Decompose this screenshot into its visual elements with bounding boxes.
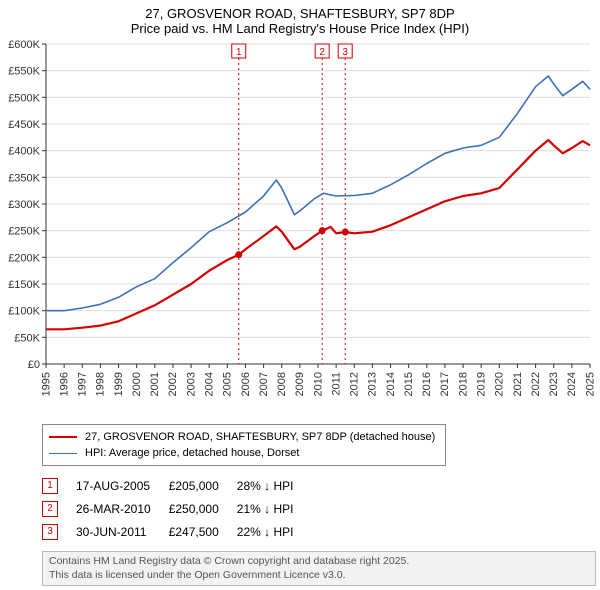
sale-row: 3 30-JUN-2011£247,50022% ↓ HPI [42,520,311,543]
x-tick-label: 2021 [512,372,524,396]
sale-row: 2 26-MAR-2010£250,00021% ↓ HPI [42,497,311,520]
y-tick-label: £250K [8,226,40,238]
x-tick-label: 1997 [77,372,89,396]
x-tick-label: 2005 [222,372,234,396]
sale-price: £247,500 [169,520,237,543]
sale-marker-box: 1 [42,478,58,494]
x-tick-label: 2018 [457,372,469,396]
y-tick-label: £300K [8,199,40,211]
sale-price: £250,000 [169,497,237,520]
x-tick-label: 2019 [476,372,488,396]
x-tick-label: 2007 [258,372,270,396]
sale-price: £205,000 [169,474,237,497]
x-tick-label: 2001 [149,372,161,396]
y-tick-label: £200K [8,252,40,264]
x-tick-label: 2003 [185,372,197,396]
y-tick-label: £100K [8,306,40,318]
legend-swatch [49,453,77,454]
svg-text:1: 1 [236,47,242,58]
y-tick-label: £350K [8,172,40,184]
x-tick-label: 2010 [312,372,324,396]
x-tick-label: 1998 [95,372,107,396]
footer-attribution: Contains HM Land Registry data © Crown c… [42,551,596,586]
x-tick-label: 2006 [240,372,252,396]
x-tick-label: 1995 [40,372,52,396]
x-tick-label: 2023 [548,372,560,396]
y-tick-label: £50K [14,332,40,344]
sale-date: 26-MAR-2010 [76,497,169,520]
footer-line2: This data is licensed under the Open Gov… [49,569,589,583]
legend-label: HPI: Average price, detached house, Dors… [85,445,299,461]
sale-delta: 28% ↓ HPI [237,474,312,497]
sale-date: 17-AUG-2005 [76,474,169,497]
x-tick-label: 2011 [330,372,342,396]
x-tick-label: 2014 [385,372,397,396]
x-tick-label: 2012 [349,372,361,396]
chart-area: £0 £50K £100K £150K £200K £250K £300K £350K £400… [0,38,600,418]
sales-table: 1 17-AUG-2005£205,00028% ↓ HPI 2 26-MAR-201… [42,474,311,543]
legend-item: 27, GROSVENOR ROAD, SHAFTESBURY, SP7 8DP… [49,429,435,445]
title-line2: Price paid vs. HM Land Registry's House … [0,21,600,36]
x-tick-label: 2025 [584,372,596,396]
sale-date: 30-JUN-2011 [76,520,169,543]
footer-line1: Contains HM Land Registry data © Crown c… [49,555,589,569]
y-tick-label: £0 [28,359,40,371]
y-tick-label: £600K [8,39,40,51]
x-tick-label: 2022 [530,372,542,396]
x-tick-label: 2002 [167,372,179,396]
y-tick-label: £400K [8,146,40,158]
chart-container: 27, GROSVENOR ROAD, SHAFTESBURY, SP7 8DP… [0,0,600,586]
sale-row: 1 17-AUG-2005£205,00028% ↓ HPI [42,474,311,497]
x-tick-label: 2008 [276,372,288,396]
x-tick-label: 2013 [367,372,379,396]
x-tick-label: 2016 [421,372,433,396]
x-tick-label: 1999 [113,372,125,396]
sale-marker-box: 3 [42,524,58,540]
y-tick-label: £450K [8,119,40,131]
svg-text:2: 2 [319,47,325,58]
legend: 27, GROSVENOR ROAD, SHAFTESBURY, SP7 8DP… [42,424,446,466]
x-tick-label: 1996 [58,372,70,396]
x-tick-label: 2000 [131,372,143,396]
x-tick-label: 2017 [439,372,451,396]
line-chart-svg: £0 £50K £100K £150K £200K £250K £300K £350K £400… [0,38,600,418]
x-tick-label: 2004 [203,372,215,396]
x-tick-label: 2015 [403,372,415,396]
x-tick-label: 2024 [566,372,578,396]
sale-delta: 22% ↓ HPI [237,520,312,543]
x-tick-label: 2020 [494,372,506,396]
y-tick-label: £150K [8,279,40,291]
y-tick-label: £550K [8,66,40,78]
legend-label: 27, GROSVENOR ROAD, SHAFTESBURY, SP7 8DP… [85,429,435,445]
x-tick-label: 2009 [294,372,306,396]
legend-swatch [49,436,77,438]
svg-text:3: 3 [342,47,348,58]
title-block: 27, GROSVENOR ROAD, SHAFTESBURY, SP7 8DP… [0,0,600,38]
sale-delta: 21% ↓ HPI [237,497,312,520]
legend-item: HPI: Average price, detached house, Dors… [49,445,435,461]
title-line1: 27, GROSVENOR ROAD, SHAFTESBURY, SP7 8DP [0,6,600,21]
sale-marker-box: 2 [42,501,58,517]
y-tick-label: £500K [8,92,40,104]
